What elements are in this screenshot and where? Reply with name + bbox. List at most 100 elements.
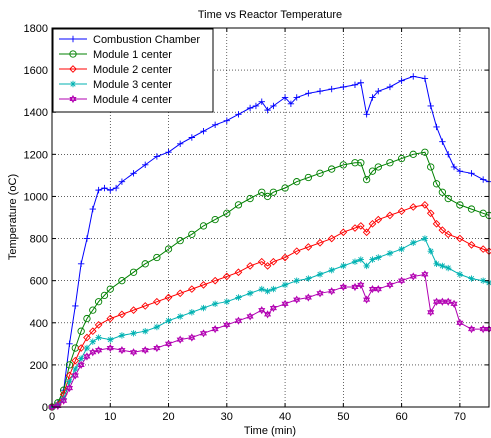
data-point-combustion-chamber bbox=[118, 178, 126, 185]
data-point-module-3-center bbox=[421, 235, 429, 242]
data-point-combustion-chamber bbox=[456, 167, 464, 175]
x-tick-label: 20 bbox=[162, 411, 174, 423]
data-point-module-3-center bbox=[95, 334, 102, 341]
data-point-module-4-center bbox=[176, 335, 184, 344]
data-point-module-4-center bbox=[141, 346, 149, 355]
data-point-module-4-center bbox=[427, 308, 435, 317]
y-tick-label: 0 bbox=[42, 402, 48, 414]
series-module-3-center bbox=[48, 235, 491, 411]
data-point-combustion-chamber bbox=[427, 102, 434, 110]
data-point-module-4-center bbox=[77, 360, 85, 369]
data-point-module-3-center bbox=[153, 323, 161, 331]
series-combustion-chamber bbox=[48, 73, 491, 411]
data-point-combustion-chamber bbox=[211, 121, 219, 129]
data-point-module-2-center bbox=[211, 276, 219, 285]
data-point-module-2-center bbox=[368, 219, 377, 228]
y-tick-label: 1200 bbox=[24, 149, 48, 161]
data-point-module-1-center bbox=[199, 222, 208, 230]
data-point-combustion-chamber bbox=[153, 153, 161, 160]
data-point-module-2-center bbox=[246, 262, 254, 270]
data-point-module-2-center bbox=[129, 306, 138, 314]
data-point-module-2-center bbox=[351, 224, 359, 232]
data-point-combustion-chamber bbox=[421, 75, 429, 82]
data-point-module-1-center bbox=[153, 253, 161, 262]
data-point-module-4-center bbox=[304, 293, 312, 302]
y-axis-label: Temperature (oC) bbox=[7, 174, 19, 260]
data-point-module-4-center bbox=[95, 346, 103, 355]
data-point-module-1-center bbox=[438, 188, 447, 196]
data-point-module-3-center bbox=[316, 271, 324, 278]
data-point-combustion-chamber bbox=[351, 81, 359, 89]
data-point-module-4-center bbox=[398, 276, 406, 285]
data-point-module-1-center bbox=[293, 178, 301, 186]
data-point-module-3-center bbox=[72, 365, 79, 373]
y-tick-label: 1800 bbox=[24, 23, 48, 35]
data-point-combustion-chamber bbox=[468, 170, 475, 177]
data-point-module-2-center bbox=[199, 281, 208, 289]
data-point-module-4-center bbox=[363, 295, 371, 304]
data-point-module-1-center bbox=[316, 169, 324, 177]
data-point-module-3-center bbox=[363, 262, 370, 270]
data-point-module-4-center bbox=[316, 289, 324, 298]
data-point-module-2-center bbox=[421, 201, 429, 209]
data-point-module-3-center bbox=[246, 290, 254, 297]
data-point-module-3-center bbox=[83, 344, 91, 352]
data-point-combustion-chamber bbox=[89, 205, 96, 213]
data-point-module-4-center bbox=[456, 318, 464, 327]
x-tick-label: 70 bbox=[454, 411, 466, 423]
data-point-module-1-center bbox=[427, 163, 435, 171]
data-point-module-3-center bbox=[66, 378, 73, 385]
data-point-module-2-center bbox=[88, 327, 97, 336]
data-point-module-2-center bbox=[263, 262, 272, 270]
data-point-module-3-center bbox=[479, 277, 487, 284]
data-point-module-3-center bbox=[375, 254, 382, 261]
y-tick-label: 1600 bbox=[24, 65, 48, 77]
legend-marker bbox=[69, 80, 77, 88]
legend-item: Module 3 center bbox=[59, 79, 172, 91]
series-line-module-4-center bbox=[51, 273, 489, 408]
data-point-combustion-chamber bbox=[264, 106, 271, 114]
series-layer bbox=[48, 73, 491, 412]
data-point-module-2-center bbox=[77, 344, 85, 352]
data-point-combustion-chamber bbox=[223, 117, 230, 124]
data-point-module-2-center bbox=[281, 253, 289, 262]
data-point-combustion-chamber bbox=[165, 149, 172, 156]
data-point-module-1-center bbox=[351, 159, 359, 167]
data-point-module-4-center bbox=[264, 310, 272, 319]
data-point-module-4-center bbox=[432, 297, 441, 306]
data-point-module-1-center bbox=[467, 205, 476, 213]
data-point-module-2-center bbox=[106, 314, 115, 323]
data-point-module-3-center bbox=[258, 285, 265, 293]
data-point-combustion-chamber bbox=[72, 302, 79, 310]
data-point-module-3-center bbox=[445, 264, 452, 272]
data-point-module-1-center bbox=[83, 314, 91, 323]
x-tick-label: 50 bbox=[337, 411, 349, 423]
data-point-module-3-center bbox=[264, 287, 271, 295]
legend-label: Module 1 center bbox=[93, 49, 172, 61]
data-point-module-3-center bbox=[270, 285, 277, 293]
data-point-combustion-chamber bbox=[270, 102, 277, 110]
data-point-module-3-center bbox=[118, 332, 126, 339]
data-point-combustion-chamber bbox=[200, 127, 207, 135]
data-point-module-4-center bbox=[421, 270, 429, 279]
data-point-module-4-center bbox=[328, 287, 336, 296]
data-point-combustion-chamber bbox=[246, 104, 254, 112]
series-line-module-2-center bbox=[51, 204, 490, 408]
data-point-module-1-center bbox=[397, 154, 406, 163]
data-point-module-2-center bbox=[409, 203, 418, 211]
data-point-module-4-center bbox=[60, 396, 68, 405]
data-point-module-3-center bbox=[142, 328, 149, 335]
data-point-module-3-center bbox=[357, 256, 365, 263]
data-point-module-3-center bbox=[433, 260, 440, 268]
data-point-combustion-chamber bbox=[112, 184, 120, 192]
data-point-combustion-chamber bbox=[77, 260, 85, 268]
data-point-module-1-center bbox=[328, 165, 336, 173]
data-point-module-1-center bbox=[94, 298, 103, 306]
data-point-module-1-center bbox=[304, 173, 313, 182]
data-point-module-4-center bbox=[258, 306, 266, 315]
data-point-module-4-center bbox=[357, 280, 365, 289]
data-point-module-4-center bbox=[281, 299, 289, 308]
legend-label: Module 3 center bbox=[93, 79, 172, 91]
data-point-combustion-chamber bbox=[433, 123, 440, 131]
data-point-module-3-center bbox=[340, 262, 347, 270]
